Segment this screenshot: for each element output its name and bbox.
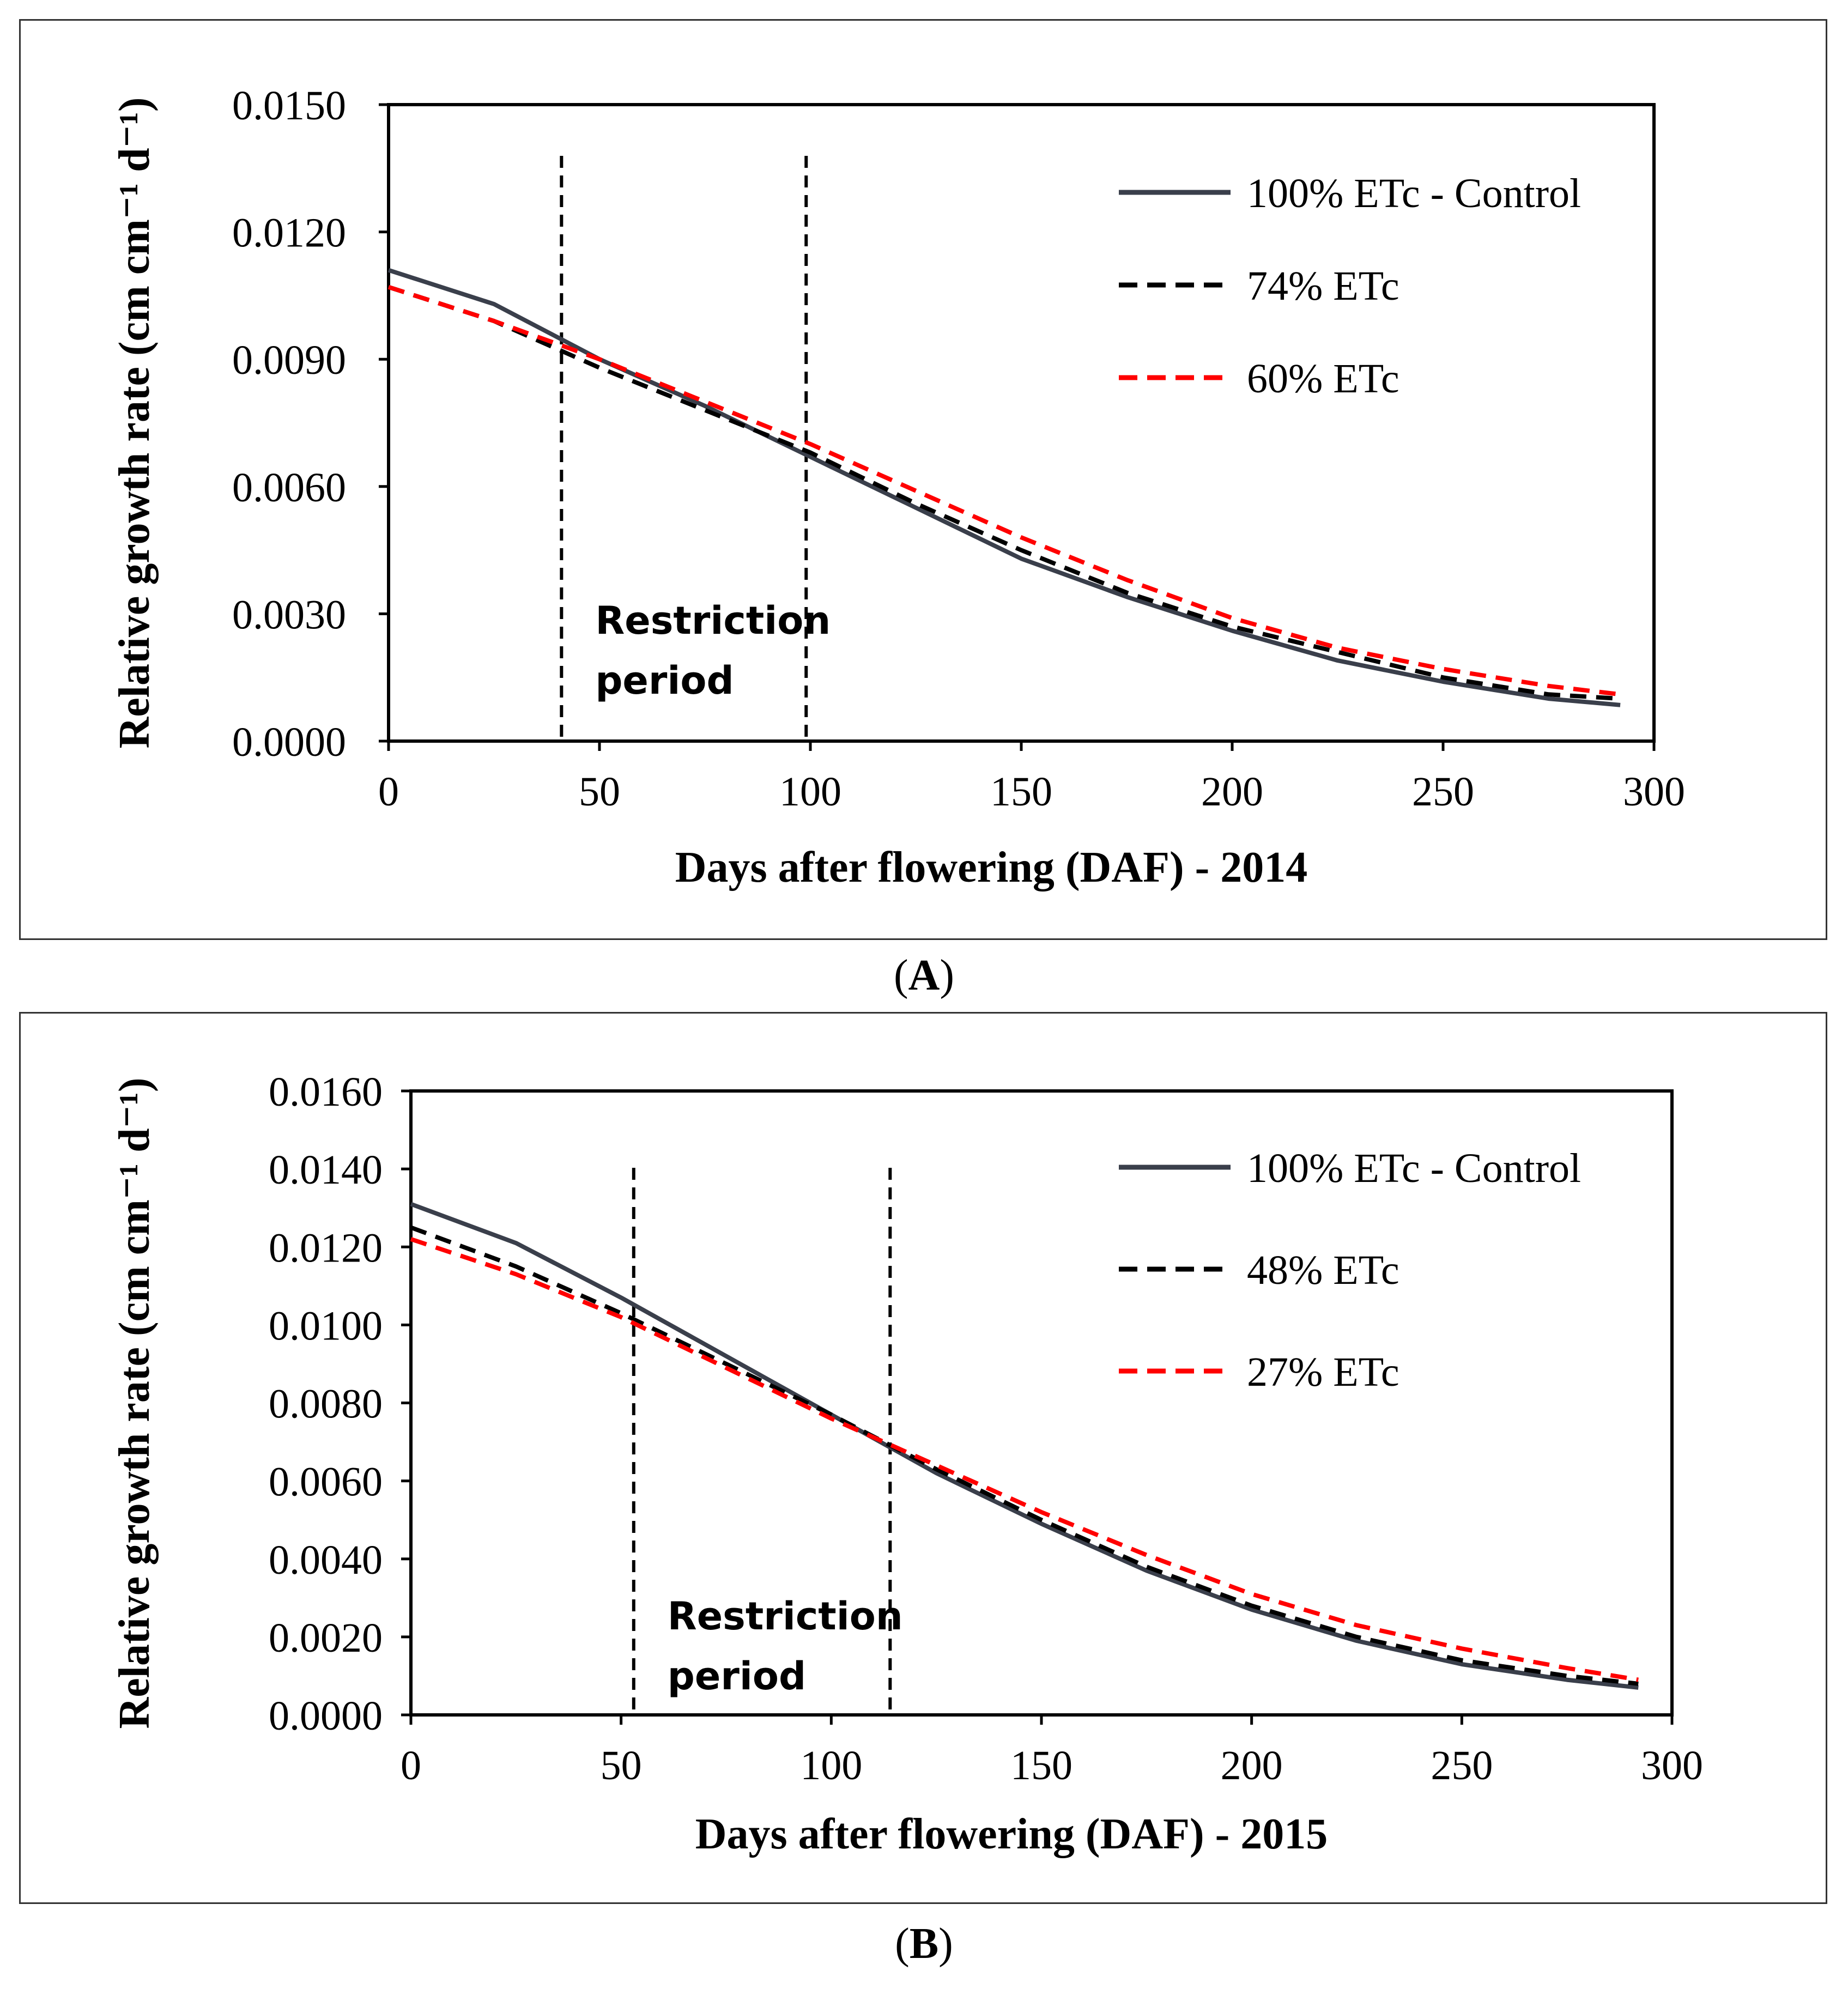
y-tick-label: 0.0120	[232, 210, 346, 256]
legend-label-3: 60% ETc	[1247, 356, 1399, 402]
legend-label-3: 27% ETc	[1247, 1349, 1399, 1395]
x-tick-label: 100	[779, 769, 841, 815]
y-tick-label: 0.0160	[269, 1069, 383, 1115]
series-line-3	[387, 284, 1621, 697]
figure-label-b-text: B	[909, 1920, 939, 1968]
chart-panel-b: 0.0000 0.0020 0.0040 0.0060 0.0080 0.0100 0.01…	[19, 1012, 1827, 1904]
x-tick-label: 250	[1412, 769, 1474, 815]
chart-a-svg: 0.0000 0.0030 0.0060 0.0090 0.0120 0.0150 0 50 1…	[111, 83, 1685, 892]
x-tick-label: 0	[401, 1743, 421, 1788]
x-tick-label: 200	[1201, 769, 1263, 815]
y-tick-label: 0.0120	[269, 1225, 383, 1271]
x-axis-label: Days after flowering (DAF) - 2015	[695, 1810, 1328, 1858]
y-tick-label: 0.0150	[232, 83, 346, 129]
restriction-period-label: period	[668, 1654, 806, 1699]
y-tick-label: 0.0080	[269, 1381, 383, 1427]
y-axis-label: Relative growth rate (cm cm⁻¹ d⁻¹)	[111, 1078, 159, 1729]
y-tick-label: 0.0100	[269, 1303, 383, 1349]
y-tick-label: 0.0060	[232, 465, 346, 511]
chart-panel-a: 0.0000 0.0030 0.0060 0.0090 0.0120 0.0150 0 50 1…	[19, 19, 1827, 940]
x-tick-label: 100	[800, 1743, 862, 1788]
y-tick-label: 0.0000	[269, 1693, 383, 1739]
legend-label-1: 100% ETc - Control	[1247, 1145, 1581, 1191]
x-tick-label: 150	[990, 769, 1052, 815]
series-line-3	[410, 1237, 1639, 1682]
legend-label-2: 48% ETc	[1247, 1247, 1399, 1293]
restriction-period-label: Restriction	[668, 1594, 903, 1639]
x-tick-label: 300	[1623, 769, 1685, 815]
y-tick-label: 0.0140	[269, 1147, 383, 1193]
y-tick-label: 0.0000	[232, 719, 346, 765]
series-line-1	[387, 268, 1621, 707]
legend-label-1: 100% ETc - Control	[1247, 171, 1581, 216]
y-tick-label: 0.0090	[232, 337, 346, 383]
y-axis-label: Relative growth rate (cm cm⁻¹ d⁻¹)	[111, 98, 159, 749]
x-tick-label: 200	[1221, 1743, 1283, 1788]
figure-label-a-text: A	[908, 951, 940, 999]
x-axis-label: Days after flowering (DAF) - 2014	[675, 844, 1307, 892]
y-tick-label: 0.0060	[269, 1459, 383, 1505]
chart-b-svg: 0.0000 0.0020 0.0040 0.0060 0.0080 0.0100 0.01…	[111, 1069, 1703, 1858]
restriction-period-label: Restriction	[595, 598, 831, 643]
restriction-period-label: period	[595, 658, 734, 703]
y-tick-label: 0.0020	[269, 1615, 383, 1661]
x-tick-label: 50	[601, 1743, 642, 1788]
figure-label-b: (B)	[895, 1920, 953, 1968]
x-tick-label: 250	[1431, 1743, 1493, 1788]
series-line-2	[410, 1225, 1639, 1686]
series-line-2	[387, 284, 1621, 701]
x-tick-label: 300	[1641, 1743, 1703, 1788]
y-tick-label: 0.0030	[232, 592, 346, 638]
figure-label-a: (A)	[893, 951, 955, 999]
x-tick-label: 0	[378, 769, 399, 815]
series-line-1	[410, 1202, 1639, 1690]
y-tick-label: 0.0040	[269, 1537, 383, 1583]
x-tick-label: 150	[1010, 1743, 1073, 1788]
legend-label-2: 74% ETc	[1247, 263, 1399, 309]
x-tick-label: 50	[579, 769, 620, 815]
